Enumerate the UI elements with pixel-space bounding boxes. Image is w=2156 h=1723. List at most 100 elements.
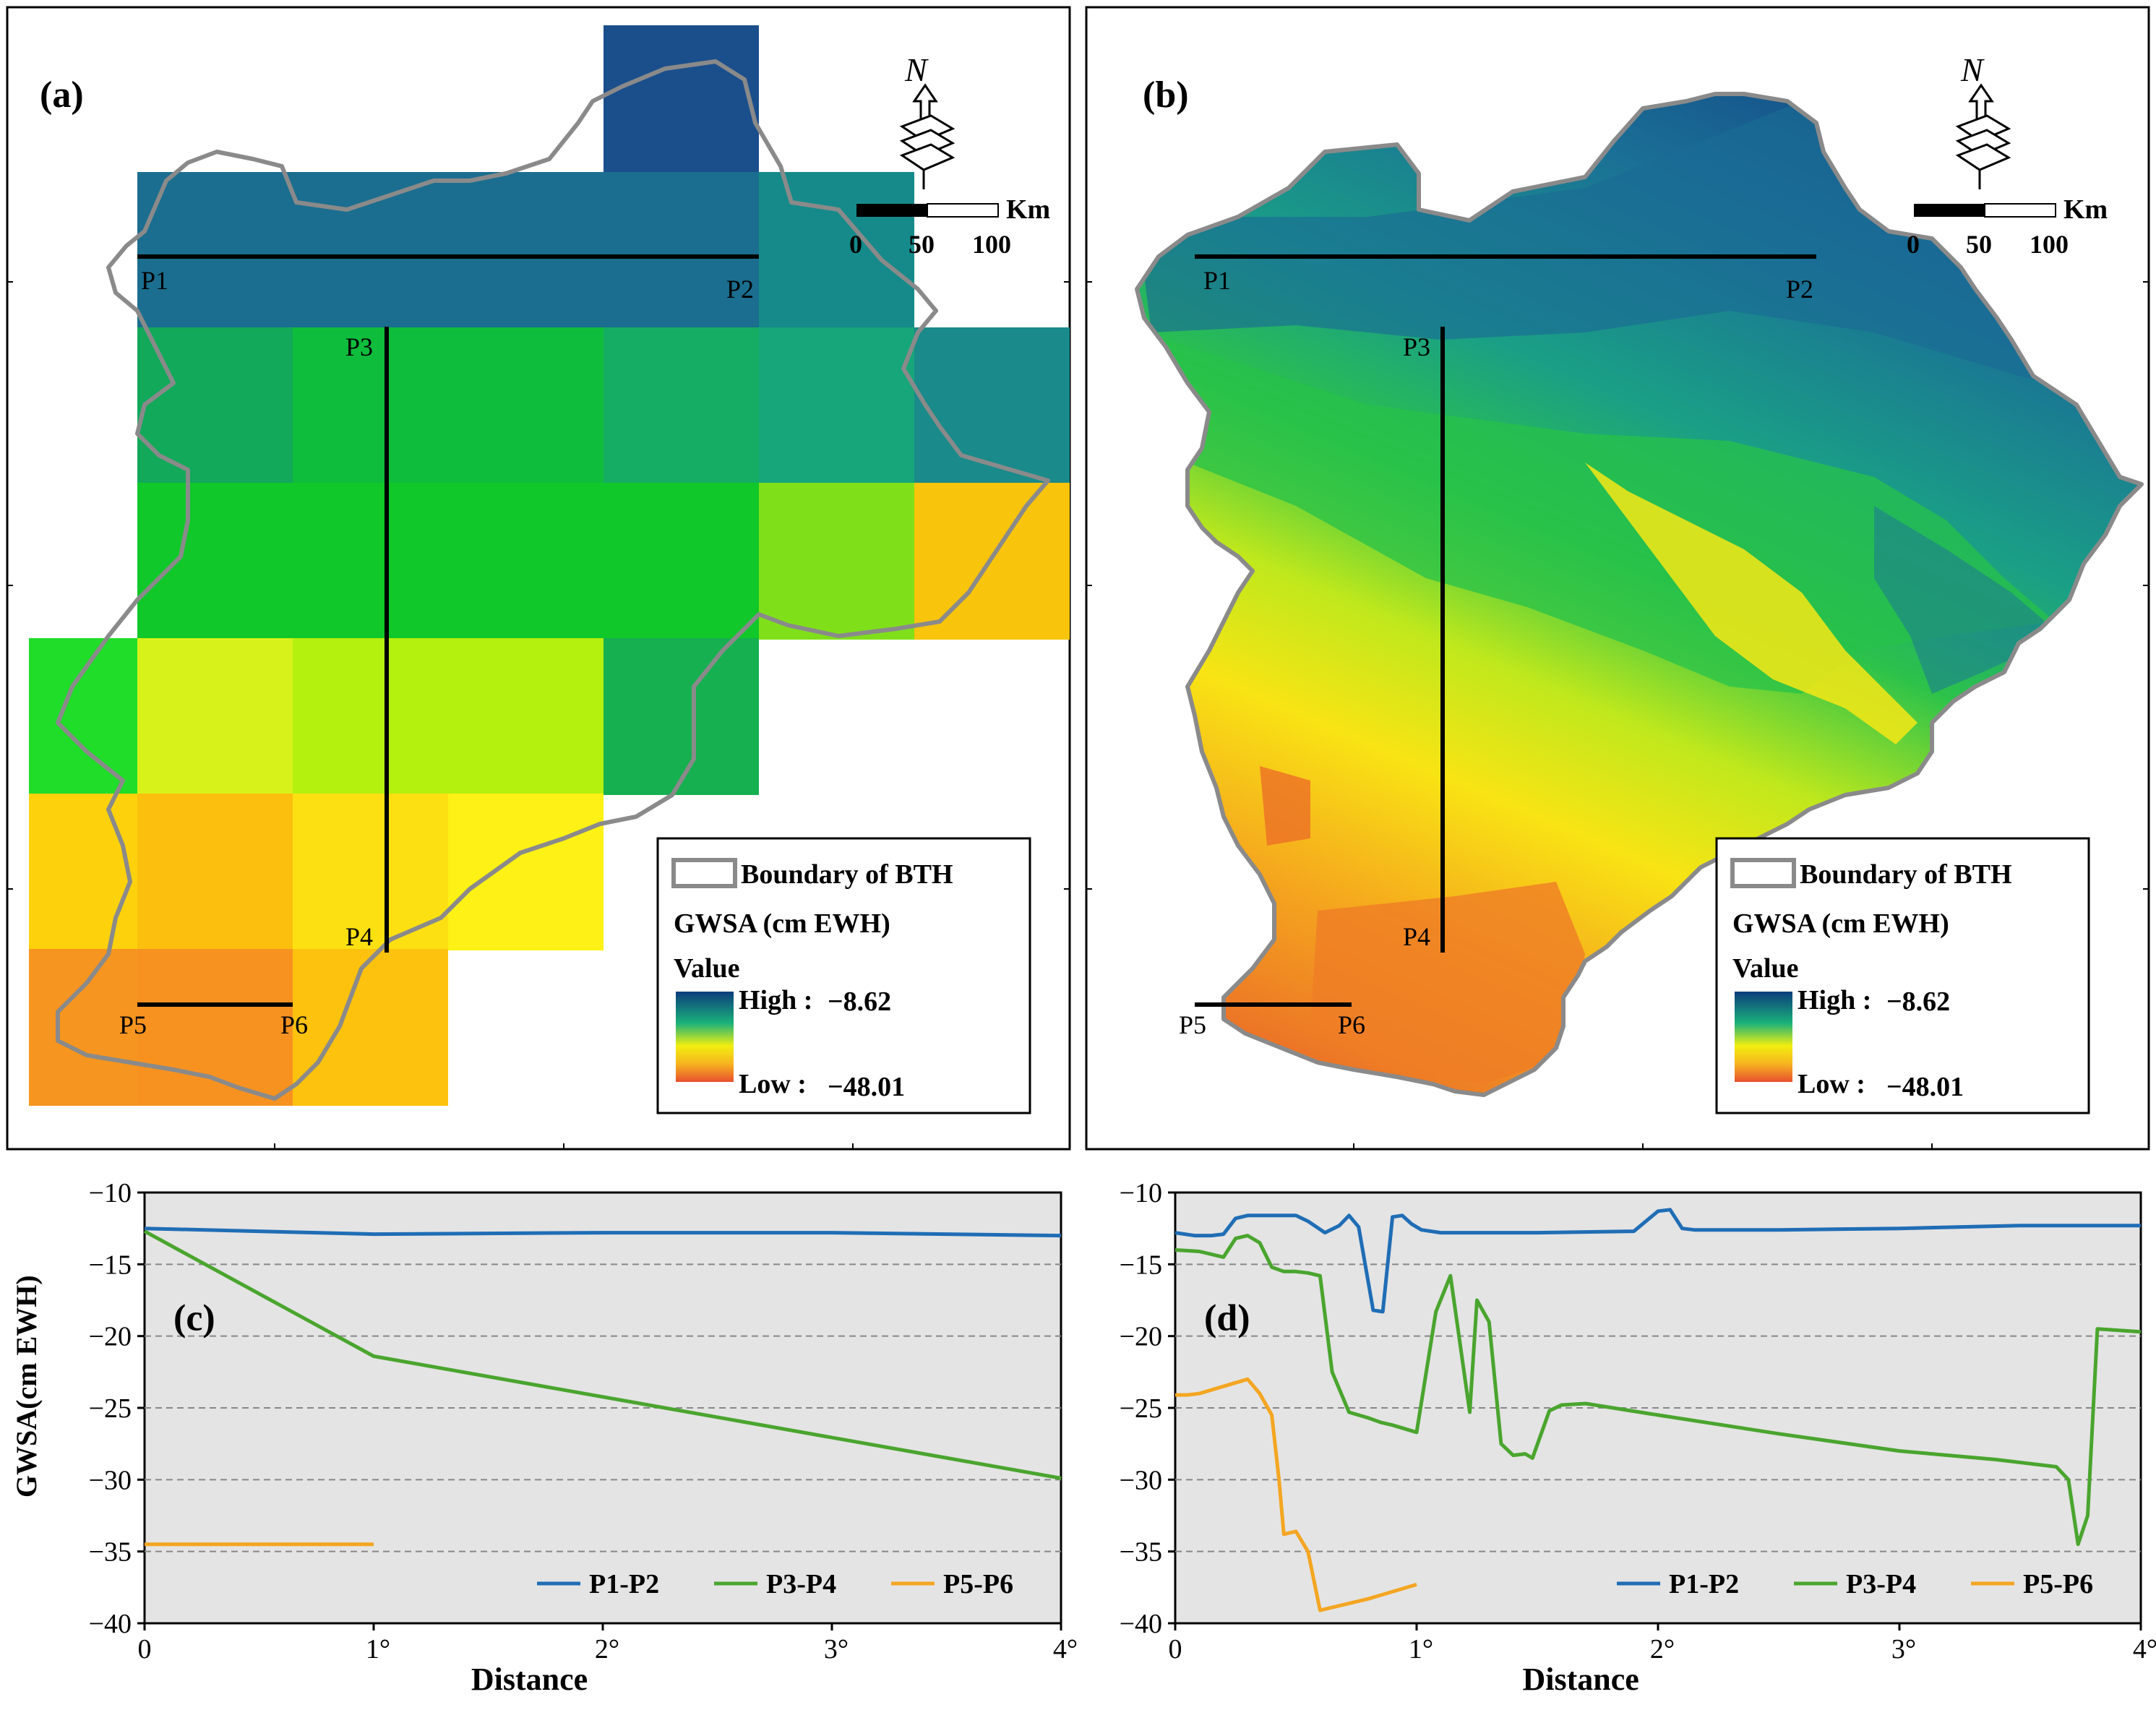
x-tick-label: 0 [1169, 1634, 1182, 1664]
panel-label-b: (b) [1143, 74, 1189, 116]
profile-lines-a [137, 254, 759, 1007]
svg-text:0: 0 [1907, 230, 1920, 259]
x-tick-label: 3° [824, 1634, 849, 1664]
x-tick-label: 2° [1650, 1634, 1675, 1664]
svg-text:Value: Value [1732, 953, 1799, 984]
svg-text:High :: High : [1798, 985, 1871, 1015]
legend-colorbar-b [1735, 992, 1792, 1082]
map-panel-a: P1 P2 P3 P4 P5 P6 (a) N Km 0 50 100 Boun… [0, 0, 1077, 1156]
chart-panel-c: −40 −35 −30 −25 −20 −15 −10 0 1° 2° 3° 4° Distance GW… [0, 1156, 1078, 1719]
series-line-p3-p4 [143, 1229, 1062, 1480]
y-tick-label: −15 [89, 1250, 132, 1280]
svg-text:−48.01: −48.01 [828, 1072, 905, 1102]
svg-text:Low :: Low : [739, 1069, 807, 1099]
profile-lines-b [1195, 254, 1816, 1007]
panel-label-a: (a) [40, 74, 84, 116]
point-label-p5: P5 [1179, 1010, 1206, 1039]
series-line-p1-p2 [1174, 1208, 2141, 1314]
svg-text:50: 50 [1966, 230, 1992, 259]
y-tick-label: −35 [89, 1537, 132, 1568]
svg-text:50: 50 [909, 230, 935, 259]
svg-text:Boundary of BTH: Boundary of BTH [741, 859, 953, 890]
north-arrow-icon: N [899, 51, 955, 189]
point-label-p3: P3 [345, 332, 373, 361]
svg-text:100: 100 [2030, 230, 2069, 259]
point-label-p1: P1 [1203, 266, 1231, 295]
svg-text:GWSA (cm EWH): GWSA (cm EWH) [674, 908, 890, 939]
point-label-p2: P2 [726, 275, 754, 304]
legend-label: P1-P2 [1669, 1569, 1739, 1599]
y-tick-label: −25 [1120, 1393, 1162, 1424]
x-axis-label: Distance [1522, 1662, 1639, 1697]
x-tick-label: 4° [1053, 1634, 1077, 1664]
panel-label: (c) [173, 1298, 215, 1339]
series-line-p1-p2 [144, 1226, 1062, 1238]
x-tick-label: 2° [595, 1634, 619, 1664]
x-tick-label: 1° [366, 1634, 390, 1664]
series-line-p3-p4 [1174, 1234, 2142, 1547]
point-label-p5: P5 [119, 1010, 147, 1039]
legend-label: P5-P6 [943, 1569, 1013, 1599]
gwsa-grid-cells [29, 25, 1070, 1106]
y-tick-label: −40 [1120, 1609, 1162, 1639]
x-tick-label: 1° [1409, 1634, 1433, 1664]
panel-label: (d) [1204, 1298, 1250, 1339]
legend-label: P5-P6 [2023, 1569, 2093, 1599]
y-tick-label: −35 [1120, 1537, 1162, 1568]
svg-text:−8.62: −8.62 [1886, 987, 1950, 1017]
y-tick-label: −30 [89, 1465, 132, 1495]
profile-chart-d: −40 −35 −30 −25 −20 −15 −10 0 1° 2° 3° 4° Distance (d… [1120, 1178, 2156, 1697]
profile-chart-c: −40 −35 −30 −25 −20 −15 −10 0 1° 2° 3° 4° Distance GW… [10, 1178, 1078, 1697]
legend-label: P3-P4 [1846, 1569, 1916, 1599]
x-tick-label: 0 [138, 1634, 152, 1664]
point-label-p6: P6 [1338, 1010, 1365, 1039]
y-tick-label: −25 [89, 1393, 132, 1424]
svg-text:100: 100 [972, 230, 1011, 259]
svg-text:Value: Value [674, 953, 740, 984]
point-label-p4: P4 [1403, 922, 1430, 951]
y-tick-label: −10 [89, 1178, 132, 1208]
y-tick-label: −15 [1120, 1250, 1162, 1280]
map-b-frame-ticks [1086, 281, 2149, 1149]
point-label-p2: P2 [1786, 275, 1813, 304]
svg-text:High :: High : [739, 985, 812, 1015]
svg-text:Boundary of BTH: Boundary of BTH [1800, 859, 2012, 890]
point-label-p3: P3 [1403, 332, 1430, 361]
legend-b: Boundary of BTH GWSA (cm EWH) Value High… [1715, 837, 2090, 1114]
svg-text:−48.01: −48.01 [1886, 1072, 1964, 1102]
legend-colorbar-a [676, 992, 734, 1082]
map-a-frame-ticks [7, 281, 1070, 1149]
svg-text:N: N [1960, 51, 1985, 88]
legend-label: P1-P2 [589, 1569, 659, 1599]
svg-text:N: N [904, 51, 929, 88]
bth-boundary [56, 59, 1050, 1101]
y-tick-label: −20 [1120, 1322, 1162, 1352]
x-axis-label: Distance [471, 1662, 588, 1697]
map-b-svg: P1 P2 P3 P4 P5 P6 (b) N Km 0 50 100 Boun… [1085, 6, 2150, 1151]
x-tick-label: 4° [2133, 1634, 2156, 1664]
point-label-p4: P4 [345, 922, 373, 951]
series-line-p5-p6 [1175, 1377, 1417, 1612]
x-tick-label: 3° [1891, 1634, 1916, 1664]
y-tick-label: −30 [1120, 1465, 1162, 1495]
legend-label: P3-P4 [766, 1569, 836, 1599]
y-tick-label: −10 [1120, 1178, 1162, 1208]
map-a-svg: P1 P2 P3 P4 P5 P6 (a) N Km 0 50 100 Boun… [6, 6, 1071, 1151]
svg-text:Low :: Low : [1798, 1069, 1865, 1099]
map-panel-b: P1 P2 P3 P4 P5 P6 (b) N Km 0 50 100 Boun… [1079, 0, 2156, 1156]
north-arrow-icon: N [1955, 51, 2011, 189]
svg-text:Km: Km [2063, 194, 2108, 225]
svg-text:−8.62: −8.62 [828, 987, 891, 1017]
scale-bar-b: Km 0 50 100 [1907, 194, 2108, 259]
y-axis-label: GWSA(cm EWH) [10, 1275, 43, 1498]
chart-panel-d: −40 −35 −30 −25 −20 −15 −10 0 1° 2° 3° 4° Distance (d… [1079, 1156, 2156, 1719]
point-label-p1: P1 [141, 266, 168, 295]
legend-a: Boundary of BTH GWSA (cm EWH) Value High… [656, 837, 1031, 1114]
svg-text:GWSA (cm EWH): GWSA (cm EWH) [1732, 908, 1949, 939]
svg-text:Km: Km [1006, 194, 1050, 225]
y-tick-label: −40 [89, 1609, 132, 1639]
scale-bar-a: Km 0 50 100 [849, 194, 1050, 259]
point-label-p6: P6 [280, 1010, 308, 1039]
svg-text:0: 0 [849, 230, 862, 259]
y-tick-label: −20 [89, 1322, 132, 1352]
